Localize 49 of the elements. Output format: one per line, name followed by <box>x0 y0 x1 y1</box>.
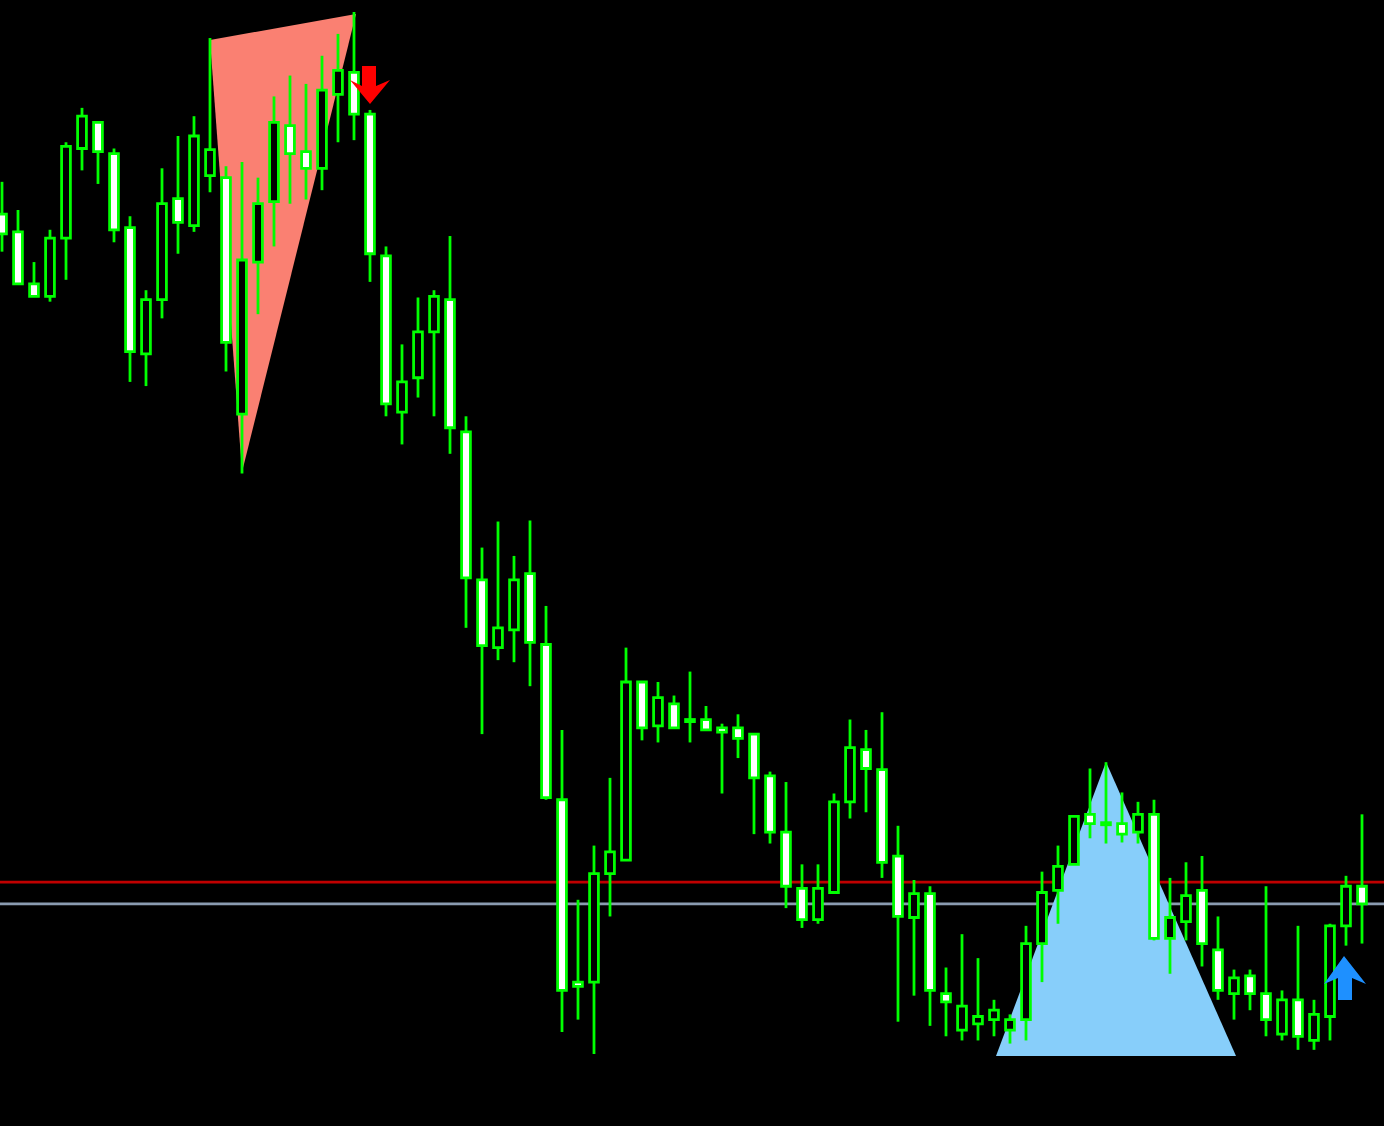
candlestick <box>1244 968 1256 1012</box>
candlestick <box>1356 812 1368 945</box>
candlestick <box>716 722 728 795</box>
candlestick <box>92 121 104 186</box>
candlestick <box>796 862 808 930</box>
candlestick <box>1260 884 1272 1038</box>
candlestick <box>604 776 616 918</box>
candlestick <box>668 694 680 730</box>
candlestick <box>1276 989 1288 1042</box>
candlestick <box>1004 1013 1016 1045</box>
candlestick <box>1292 924 1304 1052</box>
candlestick <box>332 32 344 144</box>
candlestick <box>492 520 504 662</box>
candlestick <box>28 260 40 298</box>
candlestick <box>652 680 664 744</box>
candlestick <box>1132 800 1144 845</box>
candlestick <box>76 106 88 172</box>
candlestick <box>1100 760 1112 845</box>
candlestick <box>1180 860 1192 942</box>
candlestick <box>284 74 296 206</box>
candlestick <box>1340 874 1352 948</box>
candlestick <box>684 670 696 744</box>
candlestick <box>940 966 952 1038</box>
candlestick <box>300 82 312 201</box>
candlestick <box>396 343 408 446</box>
candlestick <box>700 704 712 732</box>
candlestick <box>1308 998 1320 1052</box>
candlestick <box>1212 915 1224 1002</box>
candlestick <box>1164 876 1176 976</box>
candlestick <box>908 878 920 998</box>
candlestick <box>572 898 584 1021</box>
candlestick <box>972 956 984 1042</box>
candlestick <box>1228 968 1240 1021</box>
candlestick <box>956 932 968 1042</box>
candlestick <box>636 680 648 742</box>
candlestick <box>748 732 760 836</box>
candlestick <box>172 134 184 256</box>
candlestick <box>1084 767 1096 840</box>
candlestick <box>412 296 424 399</box>
candlestick <box>1116 791 1128 844</box>
candlestick <box>1052 844 1064 926</box>
candlestick <box>860 728 872 814</box>
candlestick <box>988 998 1000 1038</box>
candlestick <box>1068 815 1080 866</box>
candlestick <box>428 288 440 418</box>
candlestick <box>812 862 824 926</box>
candlestick <box>348 10 360 142</box>
candlestick <box>204 36 216 194</box>
candlestick <box>732 712 744 760</box>
